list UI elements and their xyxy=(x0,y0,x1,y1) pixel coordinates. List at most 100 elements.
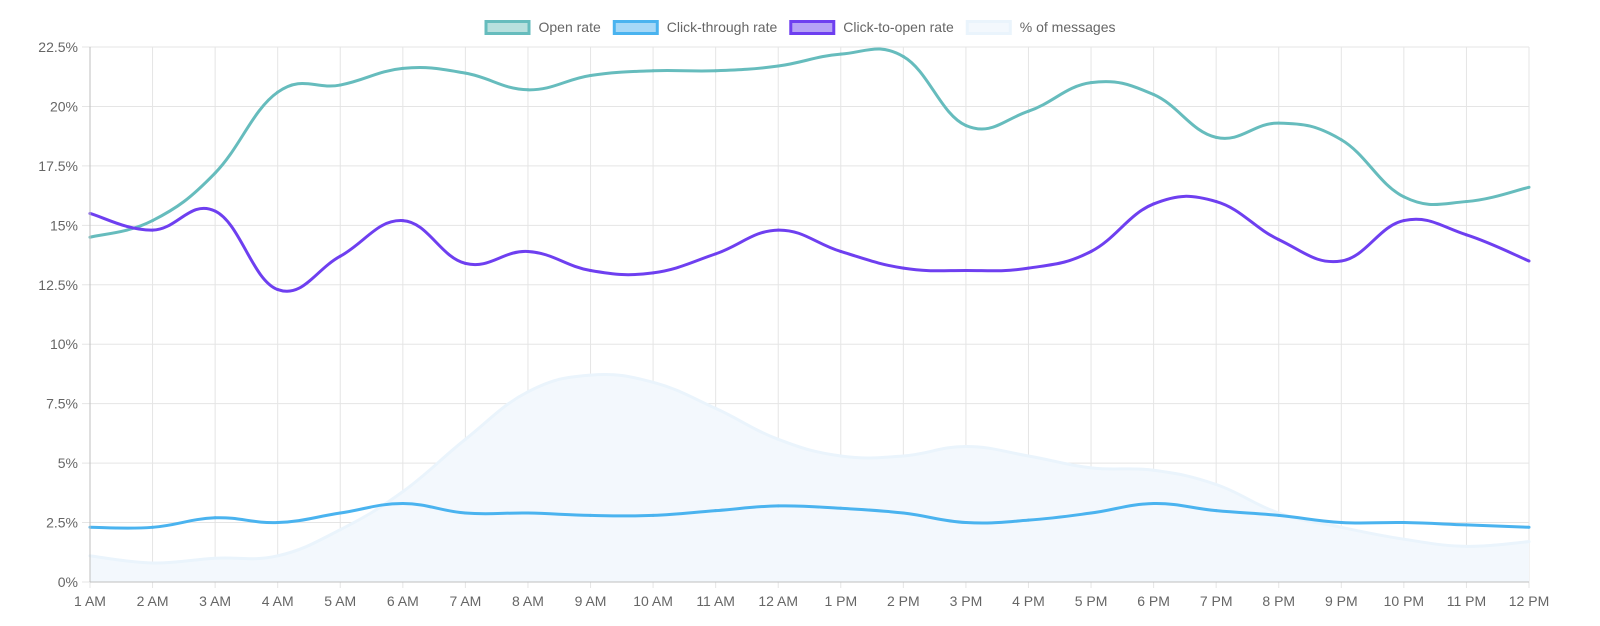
data-point[interactable] xyxy=(964,444,968,448)
data-point[interactable] xyxy=(714,509,718,513)
data-point[interactable] xyxy=(526,511,530,515)
data-point[interactable] xyxy=(651,271,655,275)
data-point[interactable] xyxy=(776,64,780,68)
data-point[interactable] xyxy=(213,556,217,560)
data-point[interactable] xyxy=(151,228,155,232)
data-point[interactable] xyxy=(589,373,593,377)
data-point[interactable] xyxy=(1089,511,1093,515)
data-point[interactable] xyxy=(1402,521,1406,525)
data-point[interactable] xyxy=(338,528,342,532)
data-point[interactable] xyxy=(776,437,780,441)
data-point[interactable] xyxy=(589,269,593,273)
data-point[interactable] xyxy=(1089,466,1093,470)
data-point[interactable] xyxy=(151,561,155,565)
data-point[interactable] xyxy=(1214,509,1218,513)
data-point[interactable] xyxy=(1527,259,1531,263)
data-point[interactable] xyxy=(1527,540,1531,544)
data-point[interactable] xyxy=(964,521,968,525)
data-point[interactable] xyxy=(1402,219,1406,223)
data-point[interactable] xyxy=(463,71,467,75)
data-point[interactable] xyxy=(463,511,467,515)
data-point[interactable] xyxy=(276,288,280,292)
data-point[interactable] xyxy=(401,219,405,223)
data-point[interactable] xyxy=(1339,521,1343,525)
data-point[interactable] xyxy=(1339,138,1343,142)
data-point[interactable] xyxy=(776,228,780,232)
data-point[interactable] xyxy=(526,249,530,253)
data-point[interactable] xyxy=(401,502,405,506)
data-point[interactable] xyxy=(1402,537,1406,541)
data-point[interactable] xyxy=(1339,525,1343,529)
data-point[interactable] xyxy=(1152,502,1156,506)
legend-item-click-to-open-rate[interactable]: Click-to-open rate xyxy=(789,19,954,35)
legend-label: Open rate xyxy=(539,19,601,35)
data-point[interactable] xyxy=(463,437,467,441)
data-point[interactable] xyxy=(1339,259,1343,263)
data-point[interactable] xyxy=(1214,135,1218,139)
data-point[interactable] xyxy=(1464,523,1468,527)
y-tick-label: 15% xyxy=(50,217,78,233)
data-point[interactable] xyxy=(1026,266,1030,270)
legend-item-of-messages[interactable]: % of messages xyxy=(965,19,1115,35)
data-point[interactable] xyxy=(401,66,405,70)
legend-item-click-through-rate[interactable]: Click-through rate xyxy=(612,19,777,35)
data-point[interactable] xyxy=(526,390,530,394)
data-point[interactable] xyxy=(651,69,655,73)
data-point[interactable] xyxy=(839,506,843,510)
data-point[interactable] xyxy=(1527,525,1531,529)
data-point[interactable] xyxy=(463,261,467,265)
data-point[interactable] xyxy=(338,511,342,515)
series-click-to-open-rate xyxy=(88,194,1531,293)
data-point[interactable] xyxy=(1277,238,1281,242)
data-point[interactable] xyxy=(839,454,843,458)
data-point[interactable] xyxy=(1152,468,1156,472)
data-point[interactable] xyxy=(1026,454,1030,458)
data-point[interactable] xyxy=(151,525,155,529)
data-point[interactable] xyxy=(1152,93,1156,97)
data-point[interactable] xyxy=(1026,109,1030,113)
data-point[interactable] xyxy=(338,83,342,87)
data-point[interactable] xyxy=(526,88,530,92)
data-point[interactable] xyxy=(1464,233,1468,237)
data-point[interactable] xyxy=(213,209,217,213)
data-point[interactable] xyxy=(714,252,718,256)
data-point[interactable] xyxy=(839,52,843,56)
data-point[interactable] xyxy=(901,454,905,458)
data-point[interactable] xyxy=(276,521,280,525)
data-point[interactable] xyxy=(714,69,718,73)
data-point[interactable] xyxy=(651,513,655,517)
data-point[interactable] xyxy=(1214,200,1218,204)
data-point[interactable] xyxy=(589,74,593,78)
data-point[interactable] xyxy=(401,490,405,494)
data-point[interactable] xyxy=(1026,518,1030,522)
data-point[interactable] xyxy=(276,554,280,558)
data-point[interactable] xyxy=(964,269,968,273)
data-point[interactable] xyxy=(1527,185,1531,189)
legend-item-open-rate[interactable]: Open rate xyxy=(484,19,601,35)
data-point[interactable] xyxy=(1464,200,1468,204)
data-point[interactable] xyxy=(1402,195,1406,199)
data-point[interactable] xyxy=(901,55,905,59)
data-point[interactable] xyxy=(1464,544,1468,548)
data-point[interactable] xyxy=(901,266,905,270)
data-point[interactable] xyxy=(338,254,342,258)
data-point[interactable] xyxy=(1277,121,1281,125)
data-point[interactable] xyxy=(589,513,593,517)
data-point[interactable] xyxy=(1214,483,1218,487)
area-fill xyxy=(90,374,1529,582)
data-point[interactable] xyxy=(1089,81,1093,85)
data-point[interactable] xyxy=(1277,511,1281,515)
data-point[interactable] xyxy=(276,90,280,94)
data-point[interactable] xyxy=(1152,202,1156,206)
data-point[interactable] xyxy=(651,380,655,384)
data-point[interactable] xyxy=(714,406,718,410)
data-point[interactable] xyxy=(1277,513,1281,517)
data-point[interactable] xyxy=(213,516,217,520)
data-point[interactable] xyxy=(151,219,155,223)
data-point[interactable] xyxy=(839,249,843,253)
data-point[interactable] xyxy=(776,504,780,508)
data-point[interactable] xyxy=(901,511,905,515)
data-point[interactable] xyxy=(1089,249,1093,253)
data-point[interactable] xyxy=(964,123,968,127)
data-point[interactable] xyxy=(213,171,217,175)
